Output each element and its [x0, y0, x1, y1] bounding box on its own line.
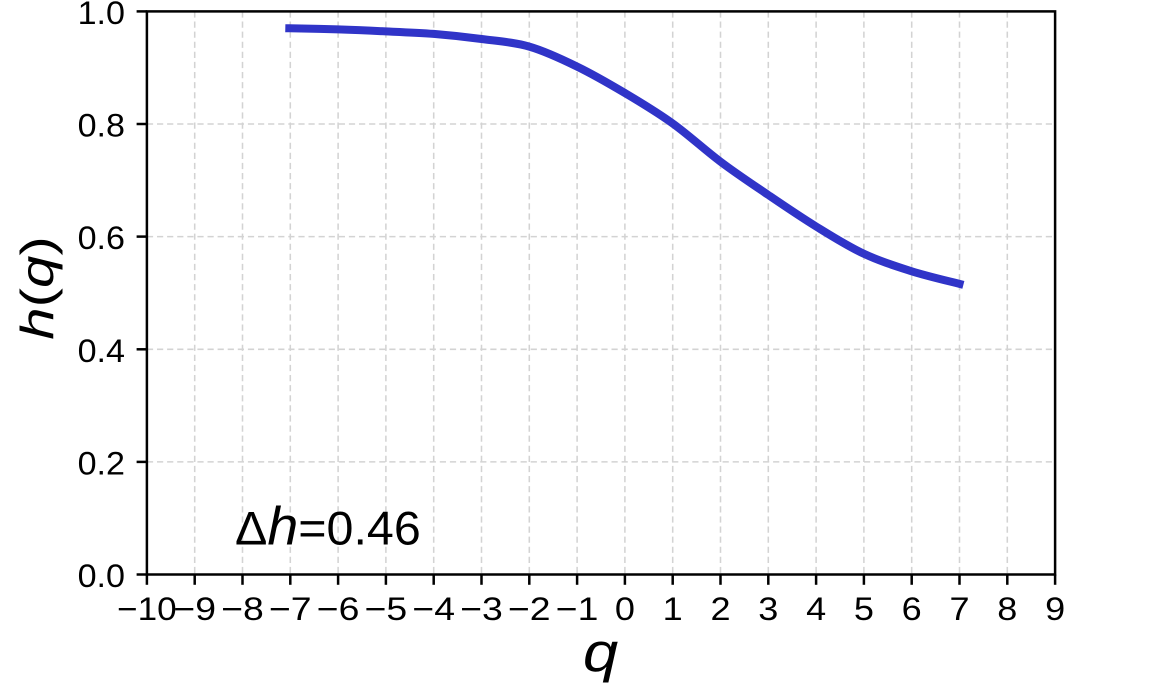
svg-text:−5: −5	[365, 591, 408, 627]
svg-text:1: 1	[663, 592, 683, 628]
svg-text:−4: −4	[412, 591, 455, 627]
svg-text:0.2: 0.2	[78, 446, 125, 482]
svg-text:h(q): h(q)	[11, 236, 63, 339]
svg-text:−10: −10	[117, 591, 177, 628]
svg-text:−6: −6	[317, 591, 360, 627]
svg-text:q: q	[583, 621, 618, 683]
svg-text:Δh=0.46: Δh=0.46	[235, 495, 421, 556]
svg-text:4: 4	[806, 592, 826, 628]
svg-text:5: 5	[854, 592, 874, 628]
svg-text:−1: −1	[556, 591, 599, 627]
svg-text:0.4: 0.4	[78, 334, 125, 370]
svg-text:0: 0	[615, 592, 635, 628]
svg-text:−2: −2	[508, 591, 551, 627]
svg-text:2: 2	[710, 592, 730, 628]
svg-text:0.6: 0.6	[78, 221, 125, 257]
svg-text:−9: −9	[173, 591, 216, 627]
svg-text:8: 8	[997, 592, 1017, 628]
svg-text:−3: −3	[460, 591, 503, 627]
svg-text:9: 9	[1045, 592, 1065, 628]
svg-text:0.0: 0.0	[78, 559, 125, 595]
svg-text:3: 3	[758, 592, 778, 628]
svg-text:1.0: 1.0	[78, 0, 125, 32]
svg-text:−7: −7	[269, 591, 312, 627]
svg-text:−8: −8	[221, 591, 264, 627]
svg-text:6: 6	[902, 592, 922, 628]
svg-text:7: 7	[949, 592, 969, 628]
svg-text:0.8: 0.8	[78, 108, 125, 144]
